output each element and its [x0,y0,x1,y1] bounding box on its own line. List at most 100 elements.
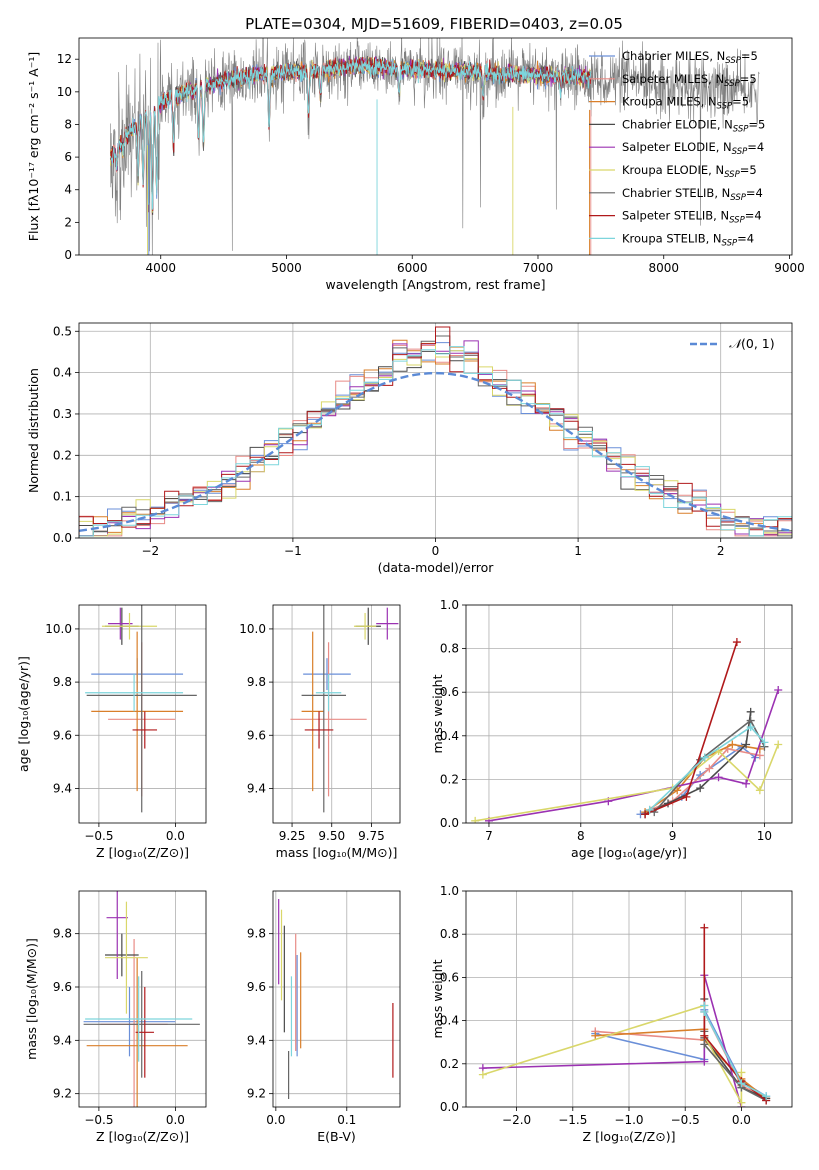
x-tick-label: 9 [669,829,677,843]
axes-frame [78,37,793,256]
axes-frame [272,890,401,1108]
x-tick-label: 7 [485,829,493,843]
x-tick-label: 9000 [774,261,805,275]
mass-weight-marker [774,740,783,749]
y-tick-label: 0 [64,248,72,262]
x-tick-label: 5000 [271,261,302,275]
y-tick-label: 0.0 [53,531,72,545]
mass-weight-marker [700,923,709,932]
y-tick-label: 0.4 [440,729,459,743]
mass-weight-marker [471,816,480,823]
mass-weight-line [482,1004,743,1106]
mass-weight-marker [591,1031,600,1040]
axes-age-vs-mass: 9.25 9.50 9.75 9.4 9.6 9.8 10.0 mass [log₁₀(M/M… [239,604,401,860]
plot-area [471,638,783,823]
y-tick-label: 0.4 [440,1014,459,1028]
mass-weight-line [475,744,779,822]
x-tick-label: 4000 [145,261,176,275]
axes-mass-weight-vs-age: 7 8 9 10 0.0 0.2 0.4 0.6 0.8 1.0 age [log₁₀(age/yr… [430,598,793,860]
legend-entry: Salpeter ELODIE, NSSP=4 [622,140,764,157]
spectrum-model-line [109,58,592,210]
plot-area [109,38,760,255]
mass-weight-marker [478,1070,487,1079]
mass-weight-marker [737,1079,746,1088]
axes-frame [465,604,793,824]
axes-spectrum: 4000 5000 6000 7000 8000 9000 0 2 4 6 8 10 12 wavelen… [26,37,805,292]
y-axis-label: mass weight [430,674,445,753]
legend-entry: Salpeter MILES, NSSP=5 [622,72,757,89]
y-tick-label: 9.6 [247,980,266,994]
x-axis-label: age [log₁₀(age/yr)] [571,845,687,860]
mass-weight-marker [673,786,682,795]
y-axis-label: Normed distribution [26,368,41,493]
mass-weight-marker [700,1040,709,1049]
y-tick-label: 4 [64,183,72,197]
y-tick-label: 0.8 [440,927,459,941]
mass-weight-marker [737,1068,746,1077]
x-tick-label: −2 [141,544,159,558]
mass-weight-marker [682,792,691,801]
mass-weight-marker [762,1092,771,1101]
axes-age-vs-Z: −0.5 0.0 9.4 9.6 9.8 10.0 Z [log₁₀(Z/Z⊙)] age [… [16,604,207,860]
x-tick-label: −1.0 [614,1113,643,1127]
legend-entry: Salpeter STELIB, NSSP=4 [622,209,762,226]
x-tick-label: −0.5 [84,1113,113,1127]
y-tick-label: 9.6 [53,728,72,742]
y-tick-label: 0.0 [440,1100,459,1114]
y-tick-label: 0.6 [440,685,459,699]
y-tick-label: 0.2 [440,1057,459,1071]
mass-weight-marker [641,810,650,819]
mass-weight-marker [696,784,705,793]
y-tick-label: 0.6 [440,970,459,984]
y-tick-label: 0.5 [53,324,72,338]
x-axis-label: Z [log₁₀(Z/Z⊙)] [96,845,189,860]
legend-entry: Chabrier MILES, NSSP=5 [622,49,758,66]
histogram-step [79,346,792,538]
axes-frame [465,890,793,1108]
x-tick-label: 10 [757,829,772,843]
x-tick-label: −0.5 [671,1113,700,1127]
y-tick-label: 0.1 [53,490,72,504]
x-tick-label: 2 [717,544,725,558]
mass-weight-marker [700,1007,709,1016]
y-axis-label: age [log₁₀(age/yr)] [16,656,31,772]
x-tick-label: 8 [577,829,585,843]
y-tick-label: 9.8 [247,927,266,941]
x-axis-label: mass [log₁₀(M/M⊙)] [276,845,398,860]
y-axis-label: mass [log₁₀(M/M⊙)] [24,938,39,1060]
y-tick-label: 6 [64,150,72,164]
x-tick-label: 9.25 [279,829,306,843]
y-tick-label: 9.8 [53,675,72,689]
legend-entry: Chabrier ELODIE, NSSP=5 [622,117,765,134]
mass-weight-marker [705,764,714,773]
y-tick-label: 2 [64,215,72,229]
y-tick-label: 9.2 [247,1087,266,1101]
axes-mass-vs-Z: −0.5 0.0 9.2 9.4 9.6 9.8 Z [log₁₀(Z/Z⊙)] mass [… [24,890,207,1144]
mass-weight-marker [714,773,723,782]
y-tick-label: 8 [64,117,72,131]
x-tick-label: −1 [284,544,302,558]
y-tick-label: 12 [57,52,72,66]
y-axis-label: Flux [fλ10⁻¹⁷ erg cm⁻² s⁻¹ A⁻¹] [26,52,41,241]
x-tick-label: −1.5 [558,1113,587,1127]
x-tick-label: −0.5 [84,829,113,843]
normal-curve [79,371,792,532]
legend-entry: Chabrier STELIB, NSSP=4 [622,186,763,203]
mass-weight-marker [700,753,709,762]
y-tick-label: 0.8 [440,642,459,656]
x-tick-label: 9.75 [358,829,385,843]
x-tick-label: 0.0 [732,1113,751,1127]
x-tick-label: 0.0 [166,1113,185,1127]
mass-weight-line [482,974,743,1107]
mass-weight-marker [728,740,737,749]
y-tick-label: 1.0 [440,884,459,898]
axes-residual-histogram: −2 −1 0 1 2 0.0 0.1 0.2 0.3 0.4 0.5 (data-model)/er… [26,322,793,575]
histogram-step [79,326,792,538]
x-tick-label: 6000 [397,261,428,275]
mass-weight-marker [732,638,741,647]
mass-weight-line [644,641,738,816]
x-axis-label: E(B-V) [317,1129,356,1144]
mass-weight-marker [746,707,755,716]
y-tick-label: 9.4 [53,1033,72,1047]
